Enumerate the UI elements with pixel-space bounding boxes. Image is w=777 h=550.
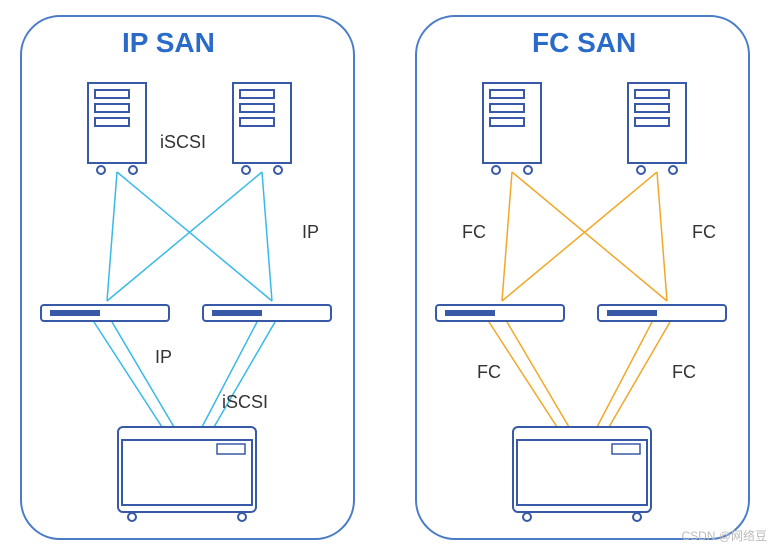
switch-icon <box>597 302 727 324</box>
ip-right-label: IP <box>302 222 319 243</box>
ip-san-title: IP SAN <box>122 27 215 59</box>
server-icon <box>627 82 687 177</box>
storage-icon <box>512 422 652 522</box>
fc-top-left-label: FC <box>462 222 486 243</box>
fc-top-right-label: FC <box>692 222 716 243</box>
fc-bot-right-label: FC <box>672 362 696 383</box>
iscsi-top-label: iSCSI <box>160 132 206 153</box>
ip-san-panel: IP SAN iSCSI IP IP iSCSI <box>20 15 355 540</box>
switch-icon <box>202 302 332 324</box>
fc-san-title: FC SAN <box>532 27 636 59</box>
switch-icon <box>40 302 170 324</box>
watermark-text: CSDN @网络豆 <box>681 527 767 544</box>
ip-mid-label: IP <box>155 347 172 368</box>
storage-icon <box>117 422 257 522</box>
iscsi-bottom-label: iSCSI <box>222 392 268 413</box>
server-icon <box>87 82 147 177</box>
switch-icon <box>435 302 565 324</box>
server-icon <box>482 82 542 177</box>
fc-bot-left-label: FC <box>477 362 501 383</box>
fc-san-panel: FC SAN FC FC FC FC <box>415 15 750 540</box>
server-icon <box>232 82 292 177</box>
